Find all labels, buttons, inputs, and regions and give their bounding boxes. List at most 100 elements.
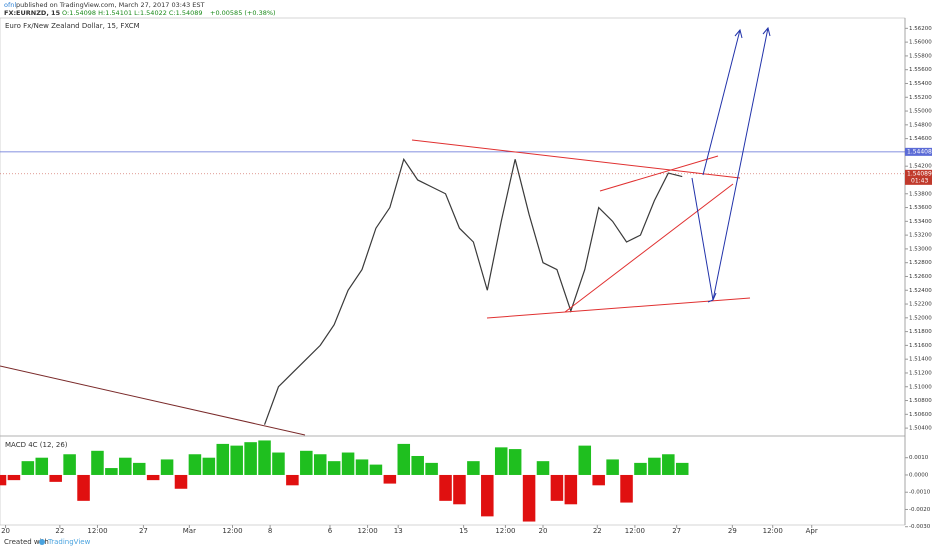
x-tick-label: 15	[459, 527, 468, 535]
y-tick-label: 1.54600	[909, 136, 932, 142]
y-tick-label: 1.55000	[909, 109, 932, 115]
macd-bar	[244, 442, 257, 475]
y-tick-label: 1.51800	[909, 329, 932, 335]
x-tick-label: 12:00	[495, 527, 515, 535]
y-tick-label: 1.53800	[909, 191, 932, 197]
x-tick-label: 12:00	[763, 527, 783, 535]
drawings	[0, 26, 771, 436]
y-tick-label: 0.0010	[909, 455, 929, 461]
macd-bar	[49, 474, 62, 482]
macd-bar	[439, 474, 452, 501]
macd-bar	[411, 455, 424, 475]
macd-bar	[286, 474, 299, 486]
y-tick-label: 1.51200	[909, 370, 932, 376]
level-tag	[905, 147, 932, 156]
trendline	[411, 139, 741, 179]
pane-title: Euro Fx/New Zealand Dollar, 15, FXCM	[5, 22, 140, 30]
macd-bar	[300, 450, 313, 475]
published: published on TradingView.com, March 27, …	[16, 1, 205, 9]
x-tick-label: 12:00	[87, 527, 107, 535]
y-tick-label: 1.52400	[909, 288, 932, 294]
macd-bar	[564, 474, 578, 505]
y-tick-label: 1.55200	[909, 95, 932, 101]
x-tick-label: 27	[672, 527, 681, 535]
y-tick-label: 1.55800	[909, 53, 932, 59]
y-tick-label: 1.52600	[909, 274, 932, 280]
y-tick-label: 1.56000	[909, 40, 932, 46]
macd-bar	[7, 474, 21, 481]
y-tick-label: 1.53600	[909, 205, 932, 211]
macd-bar	[313, 454, 327, 475]
macd-bar	[202, 457, 216, 475]
macd-bar	[132, 462, 146, 475]
symbol: FX:EURNZD, 15	[4, 9, 61, 17]
macd-bar	[341, 452, 355, 475]
x-tick-label: 29	[728, 527, 737, 535]
macd-bar	[550, 474, 564, 501]
price-line	[263, 157, 683, 425]
macd-bar	[91, 450, 104, 475]
macd-bar	[620, 474, 633, 503]
y-tick-label: -0.0020	[909, 507, 931, 513]
macd-bar	[258, 440, 271, 475]
y-tick-label: 1.55600	[909, 67, 932, 73]
y-tick-label: 1.53400	[909, 219, 932, 225]
y-tick-label: 1.50400	[909, 426, 932, 432]
projection-arrow	[702, 29, 741, 176]
macd-bar	[467, 461, 480, 475]
y-tick-label: 1.52200	[909, 302, 932, 308]
level-label: 1.54408	[907, 148, 932, 155]
macd-bar	[383, 474, 397, 484]
macd-bar	[355, 459, 369, 475]
y-tick-label: 1.53200	[909, 233, 932, 239]
y-tick-label: 0.0000	[909, 472, 929, 478]
last-price-label: 1.54089	[907, 170, 932, 177]
trendline	[0, 365, 306, 436]
pane-title: MACD 4C (12, 26)	[5, 441, 68, 449]
macd-bar	[578, 445, 592, 475]
x-tick-label: 22	[55, 527, 64, 535]
footer-brand[interactable]: TradingView	[47, 538, 91, 546]
y-tick-label: -0.0030	[909, 524, 931, 530]
macd-bar	[146, 474, 160, 481]
trendline	[564, 183, 734, 313]
macd-bar	[675, 462, 689, 475]
y-tick-label: -0.0010	[909, 490, 931, 496]
y-tick-label: 1.51600	[909, 343, 932, 349]
macd-bar	[77, 474, 90, 501]
macd-bar	[272, 452, 285, 475]
macd-bar	[634, 462, 647, 475]
x-tick-label: 20	[1, 527, 10, 535]
x-tick-label: 20	[539, 527, 548, 535]
trendline	[599, 155, 719, 192]
macd-bar	[105, 468, 118, 475]
y-tick-label: 1.52800	[909, 260, 932, 266]
macd-bar	[369, 464, 383, 475]
y-tick-label: 1.51400	[909, 357, 932, 363]
macd-bar	[160, 459, 174, 475]
macd-bar	[0, 474, 7, 486]
macd-bar	[174, 474, 188, 489]
macd-bar	[481, 474, 494, 517]
x-tick-label: 8	[268, 527, 272, 535]
y-tick-label: 1.55400	[909, 81, 932, 87]
y-tick-label: 1.52000	[909, 315, 932, 321]
author[interactable]: ofnl	[4, 1, 16, 9]
y-tick-label: 1.51000	[909, 384, 932, 390]
macd-bar	[63, 454, 76, 475]
macd-bar	[425, 462, 438, 475]
countdown: 01:43	[911, 177, 928, 184]
arrow-head	[762, 26, 771, 37]
y-tick-label: 1.53000	[909, 246, 932, 252]
x-tick-label: Mar	[183, 527, 196, 535]
y-tick-label: 1.56200	[909, 26, 932, 32]
x-tick-label: Apr	[806, 527, 818, 535]
macd-bar	[397, 443, 411, 475]
y-tick-label: 1.54200	[909, 164, 932, 170]
footer-created: Created with	[4, 538, 49, 546]
macd-bar	[592, 474, 605, 486]
arrow-head	[734, 28, 743, 39]
macd-bar	[508, 449, 522, 475]
x-tick-label: 6	[328, 527, 333, 535]
